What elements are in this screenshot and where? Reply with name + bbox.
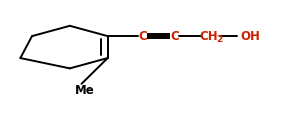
Text: 2: 2: [216, 35, 223, 44]
Text: OH: OH: [240, 30, 260, 43]
Text: C: C: [170, 30, 179, 43]
Text: C: C: [138, 30, 147, 43]
Text: CH: CH: [200, 30, 218, 43]
Text: Me: Me: [74, 84, 94, 97]
